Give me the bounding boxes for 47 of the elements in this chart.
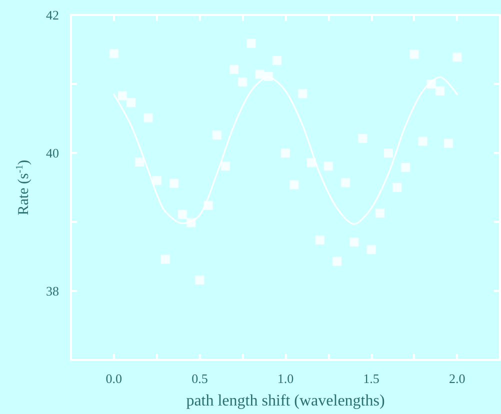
y-tick-label: 40 (46, 146, 59, 160)
y-axis-title: Rate (s-1) (14, 160, 32, 216)
point (332, 256, 342, 266)
point (452, 52, 462, 62)
point (220, 162, 230, 171)
x-axis-title: path length shift (wavelengths) (186, 392, 385, 410)
point (281, 148, 290, 158)
x-tick-label: 1.0 (277, 371, 294, 386)
x-tick-label: 0.5 (192, 371, 208, 386)
point (195, 275, 204, 284)
point (135, 157, 144, 166)
x-tick-label: 2.0 (448, 371, 466, 386)
point (178, 210, 188, 219)
point (435, 86, 444, 96)
point (350, 238, 359, 247)
point (358, 134, 368, 144)
point (109, 49, 118, 58)
point (298, 89, 308, 98)
point (401, 162, 410, 172)
point (324, 162, 333, 171)
point (341, 178, 350, 188)
point (410, 50, 419, 59)
point (118, 91, 127, 100)
point (126, 98, 136, 108)
point (238, 77, 248, 86)
point (144, 113, 153, 122)
point (169, 178, 178, 188)
point (290, 180, 299, 190)
y-tick-label: 38 (46, 284, 59, 298)
point (366, 245, 376, 254)
point (392, 183, 402, 192)
x-tick-label: 1.5 (363, 371, 380, 386)
point (212, 130, 222, 140)
x-tick-label: 0.0 (106, 371, 122, 386)
point (272, 56, 282, 66)
point (384, 148, 393, 158)
y-tick-label: 42 (46, 8, 59, 22)
point (246, 38, 256, 48)
point (306, 158, 316, 168)
point (160, 254, 170, 264)
point (315, 235, 324, 244)
point (152, 176, 162, 186)
point (418, 136, 428, 146)
point (255, 70, 264, 79)
point (444, 138, 454, 148)
point (375, 208, 384, 218)
point (230, 65, 239, 74)
